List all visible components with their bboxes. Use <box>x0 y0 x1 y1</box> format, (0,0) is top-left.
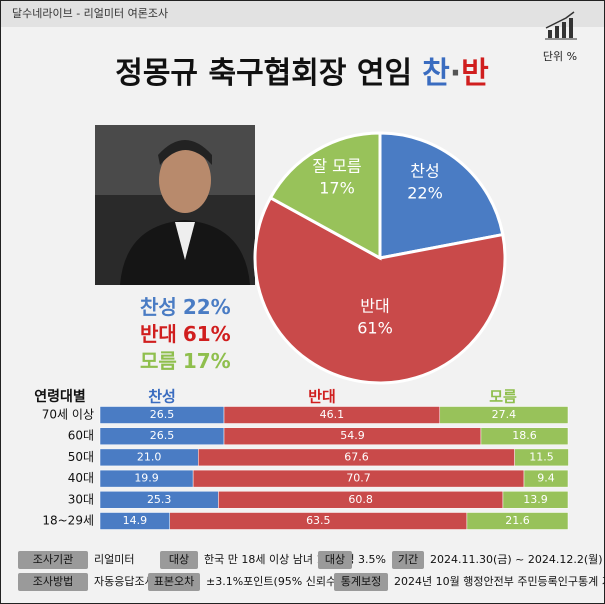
legend-header: 모름 <box>489 388 517 406</box>
bar-label: 67.6 <box>344 450 369 463</box>
footer-text: 2024년 10월 행정안전부 주민등록인구통계 기준 <box>394 575 605 588</box>
bar-label: 25.3 <box>147 493 172 506</box>
title-pro: 찬 <box>422 56 450 91</box>
footer-tag <box>18 551 88 569</box>
summary-name: 반대 <box>140 322 177 346</box>
category-label: 40대 <box>68 471 94 485</box>
pie-slice <box>268 131 382 261</box>
category-label: 30대 <box>68 492 94 506</box>
summary-item: 반대 61% <box>140 322 231 346</box>
title-dot: · <box>450 56 461 91</box>
footer-text: 2024.11.30(금) ~ 2024.12.2(월) <box>430 553 603 566</box>
legend-header: 찬성 <box>148 388 176 406</box>
bar-segment <box>466 512 569 530</box>
summary-item: 모름 17% <box>140 349 231 373</box>
footer-tag <box>18 573 88 591</box>
summary: 찬성 22%반대 61%모름 17% <box>140 295 231 373</box>
footer-label: 조사방법 <box>33 575 73 588</box>
bar-label: 54.9 <box>340 429 365 442</box>
bar-segment <box>439 406 569 424</box>
pie-slice <box>378 131 505 260</box>
bar-label: 60.8 <box>348 493 373 506</box>
bar-label: 18.6 <box>512 429 537 442</box>
bar-label: 46.1 <box>320 408 345 421</box>
footer-tag <box>160 551 198 569</box>
bar-label: 27.4 <box>492 408 517 421</box>
footer-text: 한국 만 18세 이상 남녀 1002명 <box>204 553 355 566</box>
bar-label: 70.7 <box>346 472 371 485</box>
bar-label: 26.5 <box>150 429 175 442</box>
photo <box>95 125 255 285</box>
bar-segment <box>514 448 569 467</box>
bar-label: 13.9 <box>523 493 548 506</box>
footer-label: 표본오차 <box>154 575 194 588</box>
footer-tag <box>334 573 388 591</box>
summary-value: 17% <box>183 349 231 373</box>
slice-label: 잘 모름 <box>312 157 361 176</box>
footer-text: 리얼미터 <box>94 552 134 566</box>
slice-label: 반대 <box>360 297 389 316</box>
legend-header: 반대 <box>308 388 336 406</box>
bar-label: 19.9 <box>134 472 159 485</box>
unit-icon <box>545 11 577 40</box>
footer-text: ±3.1%포인트(95% 신뢰수준) <box>206 575 351 588</box>
footer-tag <box>318 551 352 569</box>
unit: 단위 % <box>543 50 577 63</box>
footer-label: 조사기관 <box>33 553 73 566</box>
title-con: 반 <box>461 56 489 91</box>
bar-label: 21.0 <box>137 450 162 463</box>
slice-value: 61% <box>357 319 393 338</box>
footer-text: 3.5% <box>358 553 386 566</box>
footer-tag <box>148 573 200 591</box>
summary-name: 찬성 <box>140 295 177 319</box>
category-label: 60대 <box>68 429 94 443</box>
pie-slice <box>253 195 507 385</box>
title: 정몽규 축구협회장 연임 찬·반 <box>115 56 489 91</box>
footer-label: 기간 <box>398 553 418 566</box>
top-bar <box>1 1 604 27</box>
summary-name: 모름 <box>140 349 177 373</box>
slice-label: 찬성 <box>410 162 439 181</box>
title-main: 정몽규 축구협회장 연임 <box>115 56 412 91</box>
bar-segment <box>480 427 569 445</box>
summary-item: 찬성 22% <box>140 295 231 319</box>
footer-label: 통계보정 <box>341 575 381 588</box>
bar-label: 63.5 <box>306 514 331 527</box>
bar-label: 14.9 <box>123 514 148 527</box>
summary-value: 22% <box>183 295 231 319</box>
summary-value: 61% <box>183 322 231 346</box>
footer-text: 자동응답조사 <box>94 575 155 588</box>
bar-segment <box>523 469 569 488</box>
bar-label: 9.4 <box>537 472 555 485</box>
bar-label: 11.5 <box>529 450 554 463</box>
footer-label: 대상 <box>169 553 189 566</box>
bar-label: 21.6 <box>505 514 530 527</box>
category-label: 70세 이상 <box>42 408 94 422</box>
slice-value: 22% <box>407 184 443 203</box>
footer-tag <box>392 551 424 569</box>
bar-segment <box>502 491 569 509</box>
y-axis-label: 연령대별 <box>34 388 86 405</box>
slice-value: 17% <box>319 179 355 198</box>
category-label: 18~29세 <box>42 514 94 528</box>
footer-label: 대상 <box>325 553 345 566</box>
category-label: 50대 <box>68 450 94 464</box>
source: 달수네라이브 - 리얼미터 여론조사 <box>12 6 168 20</box>
bar-label: 26.5 <box>150 408 175 421</box>
